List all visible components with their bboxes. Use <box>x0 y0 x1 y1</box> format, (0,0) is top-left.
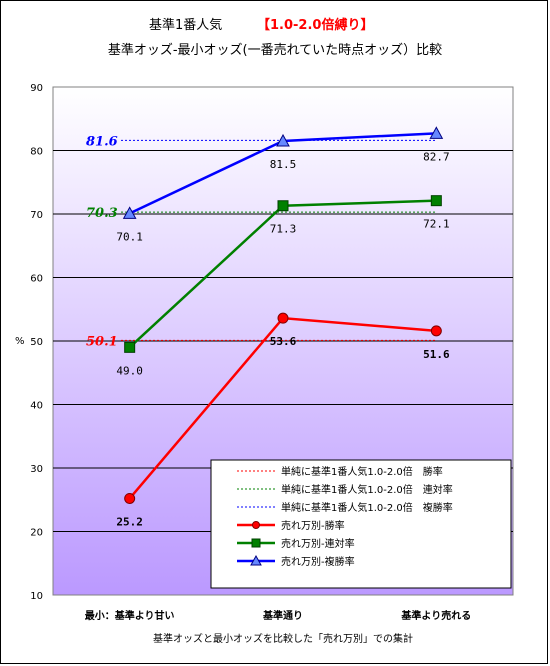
data-label: 70.1 <box>116 230 143 243</box>
data-label: 51.6 <box>423 348 450 361</box>
y-axis-label: % <box>15 336 25 347</box>
x-axis-categories: 最小：基準より甘い 基準通り 基準より売れる <box>85 609 471 622</box>
series-layer: 25.2 53.6 51.6 49.0 71.3 72.1 70.1 81.5 82.7 <box>116 126 450 528</box>
y-tick-label: 20 <box>30 528 43 539</box>
y-axis-ticks: 10 20 30 40 50 60 70 80 90 <box>30 83 43 602</box>
y-tick-label: 90 <box>30 83 43 94</box>
reference-lines: 50.1 70.3 81.6 <box>86 134 437 349</box>
data-point-marker <box>122 206 137 219</box>
data-point-marker <box>430 325 442 337</box>
series-2: 70.1 81.5 82.7 <box>116 126 450 243</box>
data-label: 49.0 <box>116 364 143 377</box>
legend-entry: 単純に基準1番人気1.0-2.0倍 連対率 <box>237 483 453 496</box>
x-category-label: 基準通り <box>262 609 303 622</box>
legend-label: 売れ万別-連対率 <box>281 537 355 550</box>
reference-value-label: 70.3 <box>86 206 118 221</box>
reference-value-label: 50.1 <box>86 334 118 349</box>
chart-title-main: 基準1番人気 <box>149 17 222 33</box>
data-label: 82.7 <box>423 150 450 163</box>
data-label: 72.1 <box>423 218 450 231</box>
series-0: 25.2 53.6 51.6 <box>116 312 450 528</box>
data-point-marker <box>277 200 289 212</box>
x-category-label: 基準より売れる <box>400 609 471 622</box>
legend-entry: 売れ万別-勝率 <box>237 519 345 532</box>
x-axis-label: 基準オッズと最小オッズを比較した「売れ万別」での集計 <box>153 632 413 645</box>
legend-marker <box>250 554 262 566</box>
legend-entry: 単純に基準1番人気1.0-2.0倍 勝率 <box>237 465 443 478</box>
data-point-marker <box>277 312 289 324</box>
data-point-marker <box>429 126 444 139</box>
series-1: 49.0 71.3 72.1 <box>116 195 450 377</box>
y-tick-label: 60 <box>30 274 43 285</box>
y-tick-label: 30 <box>30 464 43 475</box>
legend-label: 単純に基準1番人気1.0-2.0倍 連対率 <box>281 483 453 496</box>
reference-value-label: 81.6 <box>86 134 118 149</box>
y-tick-label: 70 <box>30 210 43 221</box>
data-label: 53.6 <box>270 335 297 348</box>
y-tick-label: 10 <box>30 591 43 602</box>
data-label: 81.5 <box>270 158 297 171</box>
y-tick-label: 40 <box>30 401 43 412</box>
chart-subtitle: 基準オッズ-最小オッズ(一番売れていた時点オッズ）比較 <box>108 42 442 58</box>
data-point-marker <box>124 341 136 353</box>
data-label: 71.3 <box>270 223 297 236</box>
legend-label: 単純に基準1番人気1.0-2.0倍 複勝率 <box>281 501 453 514</box>
data-point-marker <box>430 195 442 207</box>
x-category-label: 最小：基準より甘い <box>85 609 175 622</box>
legend-label: 単純に基準1番人気1.0-2.0倍 勝率 <box>281 465 443 478</box>
data-point-marker <box>124 492 136 504</box>
legend-entry: 単純に基準1番人気1.0-2.0倍 複勝率 <box>237 501 453 514</box>
legend-entry: 売れ万別-連対率 <box>237 537 355 550</box>
legend-label: 売れ万別-複勝率 <box>281 555 355 568</box>
legend-marker <box>252 521 260 529</box>
y-tick-label: 50 <box>30 337 43 348</box>
chart-title-highlight: 【1.0-2.0倍縛り】 <box>257 17 373 33</box>
legend-label: 売れ万別-勝率 <box>281 519 345 532</box>
legend-marker <box>251 538 261 548</box>
data-point-marker <box>276 133 290 147</box>
legend-entry: 売れ万別-複勝率 <box>237 554 355 568</box>
data-label: 25.2 <box>116 515 143 528</box>
y-tick-label: 80 <box>30 147 43 158</box>
